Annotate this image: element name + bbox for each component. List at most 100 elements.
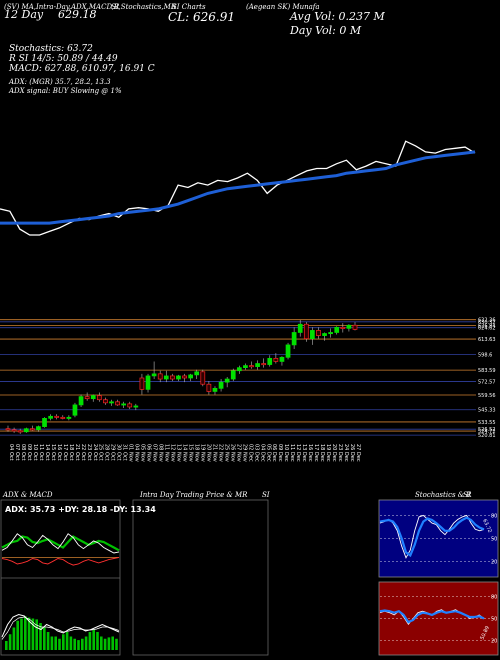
rsi-tick-label: 20 <box>491 638 497 644</box>
stoch-tick-label: 50 <box>491 537 497 543</box>
date-tick-label: 26 Dec <box>349 444 355 462</box>
date-tick-label: 19 Nov <box>199 444 205 462</box>
date-tick-label: 14 Oct <box>44 444 50 461</box>
price-level-label: 524.72 <box>478 429 496 435</box>
price-level-label: 583.59 <box>478 368 496 374</box>
price-level-label: 520.81 <box>478 433 496 439</box>
candle-body <box>48 415 53 419</box>
avg-volume: Avg Vol: 0.237 M <box>290 10 385 23</box>
candle-body <box>328 332 333 335</box>
candle-body <box>30 428 35 431</box>
candle-body <box>297 323 303 333</box>
day-volume: Day Vol: 0 M <box>290 24 362 37</box>
date-tick-label: 29 Nov <box>241 444 247 462</box>
date-tick-label: 02 Dec <box>247 444 253 462</box>
stoch-panel-title-b: SI <box>463 491 471 499</box>
candle-body <box>273 357 279 362</box>
date-tick-label: 18 Oct <box>68 444 74 461</box>
intraday-panel-title-b: SI <box>262 491 270 499</box>
macd-histogram-bar <box>12 627 16 650</box>
price-level-label: 632.36 <box>478 318 496 324</box>
date-tick-label: 12 Dec <box>295 444 301 462</box>
rsi-panel <box>378 581 499 656</box>
candle-body <box>121 403 127 406</box>
date-tick-label: 25 Oct <box>98 444 104 461</box>
candle-body <box>279 356 285 362</box>
candle-body <box>170 375 175 380</box>
candle-body <box>285 344 291 358</box>
date-axis: 04 Oct 07 Oct 08 Oct 09 Oct 10 Oct 11 Oct 14 O… <box>8 444 361 462</box>
moving-average-lines <box>0 140 476 236</box>
date-tick-label: 03 Dec <box>253 444 259 462</box>
date-tick-label: 05 Dec <box>265 444 271 462</box>
header-day-label: 12 Day <box>4 8 44 21</box>
date-tick-label: 17 Dec <box>313 444 319 462</box>
ma-line-1 <box>0 150 476 225</box>
date-tick-label: 18 Nov <box>193 444 199 462</box>
candle-body <box>23 428 29 433</box>
date-tick-label: 10 Dec <box>283 444 289 462</box>
macd-histogram-bar <box>65 632 69 650</box>
candle-body <box>236 367 242 372</box>
candle-body <box>72 404 78 416</box>
macd-histogram-bar <box>88 632 92 650</box>
candle-body <box>291 332 297 346</box>
adx-panel <box>0 499 121 656</box>
candle-body <box>218 381 224 389</box>
date-tick-label: 06 Nov <box>146 444 152 462</box>
intraday-panel <box>132 499 269 656</box>
macd-histogram-bar <box>39 623 42 650</box>
date-tick-label: 09 Dec <box>277 444 283 462</box>
macd-histogram-bar <box>46 632 50 650</box>
candle-body <box>224 378 230 383</box>
date-tick-label: 09 Oct <box>26 444 32 461</box>
date-tick-label: 23 Dec <box>337 444 343 462</box>
rsi-tick-label: 50 <box>491 617 497 623</box>
candle-body <box>163 375 169 380</box>
date-tick-label: 11 Oct <box>38 444 44 461</box>
close-price: CL: 626.91 <box>168 10 235 24</box>
macd-histogram-bar <box>8 634 12 650</box>
date-tick-label: 07 Oct <box>14 444 20 461</box>
macd-histogram-bar <box>27 617 31 650</box>
candle-body <box>346 324 352 329</box>
stoch-value-tag: 63.72 <box>481 518 492 534</box>
macd-readout: MACD: 627.88, 610.97, 16.91 C <box>9 64 155 74</box>
date-tick-label: 15 Oct <box>50 444 56 461</box>
date-tick-label: 11 Nov <box>164 444 170 462</box>
stoch-tick-label: 80 <box>491 513 497 519</box>
stochastics-panel <box>378 499 499 578</box>
date-tick-label: 30 Oct <box>116 444 122 461</box>
macd-histogram-bar <box>100 636 103 650</box>
date-tick-label: 14 Nov <box>182 444 188 462</box>
candle-body <box>139 377 145 390</box>
date-tick-label: 13 Dec <box>301 444 307 462</box>
candle-body <box>182 375 187 379</box>
candle-body <box>310 330 315 340</box>
macd-histogram-bar <box>35 619 38 650</box>
price-level-label: 559.56 <box>478 393 496 399</box>
candle-body <box>322 333 327 336</box>
price-level-label: 598.6 <box>478 353 492 359</box>
candle-body <box>352 324 358 330</box>
macd-histogram-bar <box>73 638 76 650</box>
candle-body <box>212 387 218 392</box>
header-day-value: 629.18 <box>58 8 97 21</box>
macd-histogram-bar <box>69 636 73 650</box>
macd-histogram-bar <box>31 618 35 650</box>
date-tick-label: 21 Oct <box>74 444 80 461</box>
date-tick-label: 01 Nov <box>128 444 134 462</box>
macd-histogram-bar <box>20 618 23 650</box>
date-tick-label: 25 Nov <box>223 444 229 462</box>
macd-histogram-bar <box>5 641 8 650</box>
candle-body <box>194 371 200 376</box>
stochastics-readout: Stochastics: 63.72 <box>9 44 93 54</box>
stoch-tick-label: 20 <box>491 560 497 566</box>
macd-line <box>1 613 120 638</box>
date-tick-label: 24 Dec <box>343 444 349 462</box>
candle-body <box>17 430 23 433</box>
candle-body <box>145 375 151 390</box>
price-level-label: 630.32 <box>478 320 496 326</box>
date-tick-label: 11 Dec <box>289 444 295 462</box>
